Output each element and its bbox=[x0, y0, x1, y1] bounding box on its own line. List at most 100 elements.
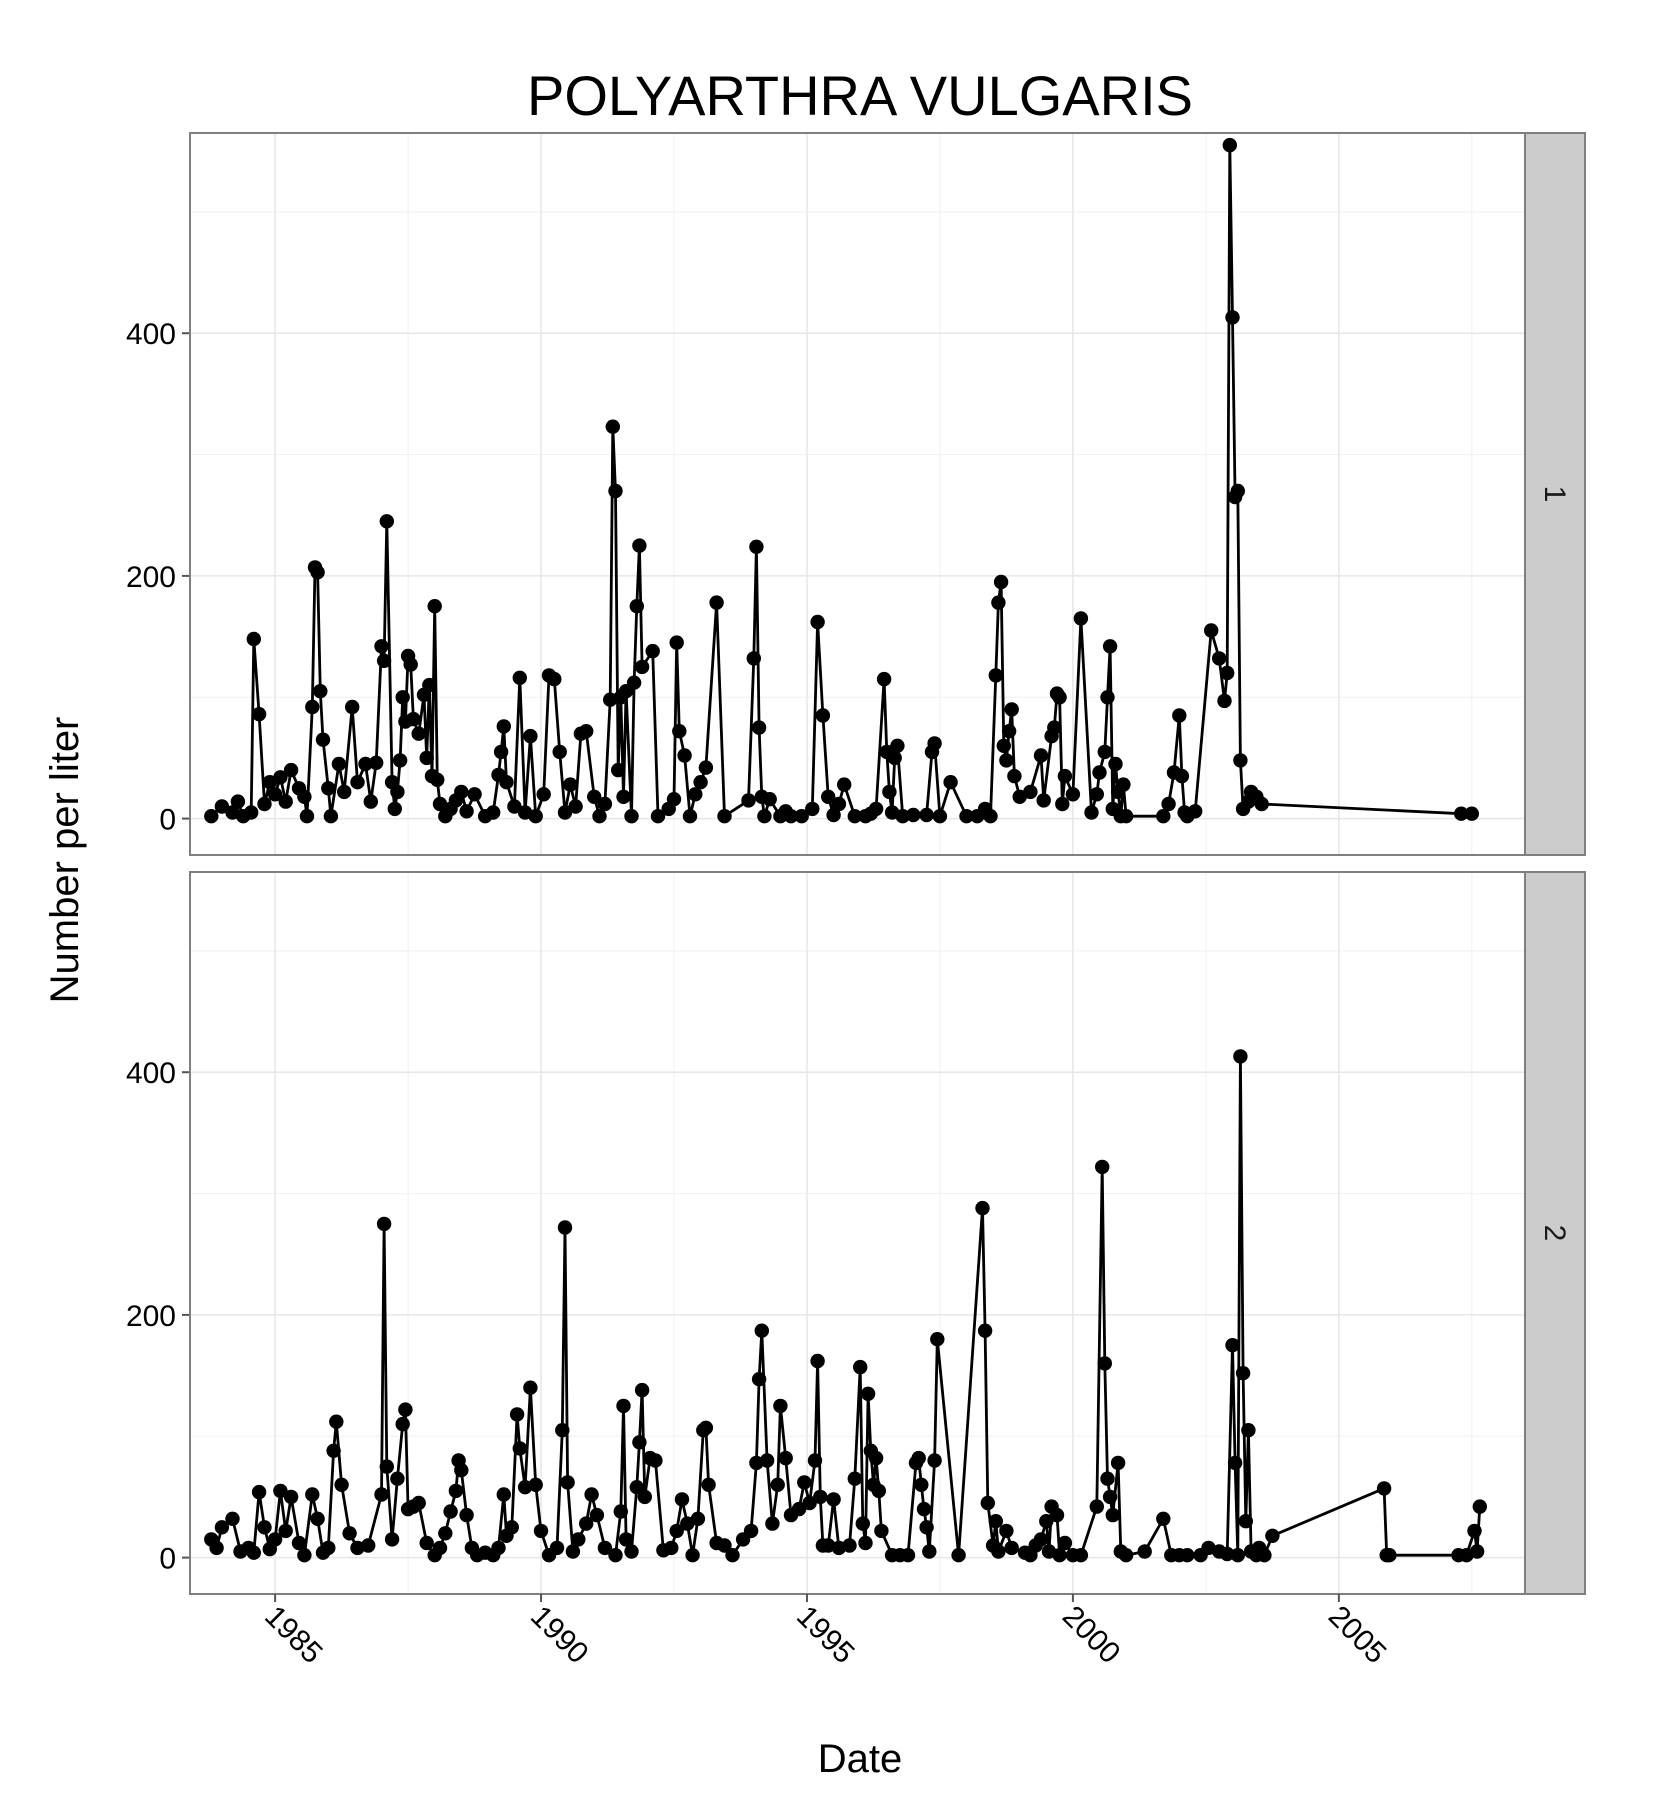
data-point bbox=[645, 643, 660, 659]
data-point bbox=[773, 1398, 788, 1414]
data-point bbox=[975, 1200, 990, 1216]
data-point bbox=[688, 787, 703, 802]
data-point bbox=[283, 762, 299, 778]
data-point bbox=[959, 809, 974, 824]
data-point bbox=[528, 809, 543, 824]
data-point bbox=[430, 772, 445, 787]
data-point bbox=[757, 809, 772, 824]
data-point bbox=[634, 1382, 650, 1398]
data-point bbox=[717, 809, 732, 824]
data-point bbox=[565, 1544, 581, 1559]
data-point bbox=[1220, 1546, 1235, 1562]
data-point bbox=[584, 1487, 599, 1502]
data-point bbox=[323, 809, 339, 824]
data-point bbox=[860, 1386, 876, 1402]
data-point bbox=[919, 807, 934, 823]
y-axis-title: Number per liter bbox=[43, 717, 87, 1004]
data-point bbox=[709, 595, 724, 610]
data-point bbox=[579, 724, 594, 739]
data-point bbox=[523, 1380, 538, 1395]
data-point bbox=[315, 732, 331, 747]
data-point bbox=[927, 1453, 942, 1468]
data-point bbox=[698, 760, 714, 775]
data-point bbox=[1097, 1356, 1113, 1371]
data-point bbox=[350, 1540, 365, 1556]
data-point bbox=[512, 670, 527, 685]
data-point bbox=[329, 1414, 344, 1429]
data-point bbox=[299, 809, 315, 824]
data-point bbox=[552, 744, 567, 760]
data-point bbox=[648, 1453, 663, 1468]
data-point bbox=[613, 1504, 628, 1519]
data-point bbox=[988, 668, 1003, 683]
data-point bbox=[922, 1544, 937, 1559]
panel-background bbox=[190, 872, 1525, 1594]
data-point bbox=[395, 690, 410, 705]
data-point bbox=[1204, 623, 1219, 638]
data-point bbox=[496, 1487, 511, 1502]
data-point bbox=[350, 775, 365, 790]
data-point bbox=[361, 1538, 376, 1553]
facet-strip-label: 2 bbox=[1538, 1225, 1571, 1242]
data-point bbox=[882, 784, 897, 800]
y-tick-label: 200 bbox=[126, 561, 176, 594]
data-point bbox=[930, 1332, 945, 1347]
data-point bbox=[1469, 1544, 1485, 1559]
data-point bbox=[1217, 693, 1232, 709]
data-point bbox=[528, 1477, 543, 1493]
data-point bbox=[374, 639, 389, 654]
facet-strip bbox=[1524, 871, 1586, 1595]
data-point bbox=[363, 794, 378, 809]
data-point bbox=[1137, 1544, 1152, 1559]
data-point bbox=[1057, 1535, 1073, 1551]
data-point bbox=[980, 1495, 995, 1511]
data-point bbox=[618, 1532, 634, 1547]
data-point bbox=[419, 1535, 434, 1551]
data-point bbox=[1116, 777, 1131, 792]
data-point bbox=[821, 1538, 836, 1553]
data-point bbox=[1105, 1507, 1121, 1523]
data-point bbox=[682, 809, 698, 824]
data-point bbox=[376, 653, 392, 668]
data-point bbox=[1012, 789, 1027, 804]
data-point bbox=[549, 1540, 565, 1556]
data-point bbox=[762, 792, 777, 807]
data-point bbox=[1212, 651, 1227, 666]
facet-panel-1: 0 200 400 1 bbox=[126, 132, 1586, 856]
data-point bbox=[1007, 768, 1022, 784]
data-point bbox=[230, 794, 246, 809]
data-point bbox=[589, 1507, 605, 1523]
data-point bbox=[597, 796, 613, 812]
data-point bbox=[297, 789, 312, 804]
data-point bbox=[698, 1420, 714, 1436]
data-point bbox=[821, 789, 836, 804]
data-point bbox=[390, 784, 405, 800]
data-point bbox=[1073, 1548, 1089, 1563]
data-point bbox=[666, 792, 682, 807]
data-point bbox=[209, 1540, 224, 1556]
data-point bbox=[741, 793, 756, 808]
data-point bbox=[1464, 806, 1480, 821]
data-point bbox=[1227, 1455, 1243, 1471]
data-point bbox=[858, 1535, 873, 1551]
data-point bbox=[906, 807, 921, 823]
data-point bbox=[919, 1520, 934, 1535]
data-point bbox=[797, 1475, 812, 1490]
data-point bbox=[1089, 1499, 1105, 1514]
data-point bbox=[1161, 796, 1176, 812]
data-point bbox=[459, 1507, 474, 1523]
data-point bbox=[379, 514, 394, 529]
data-point bbox=[523, 728, 538, 744]
data-point bbox=[1092, 765, 1107, 780]
data-point bbox=[672, 724, 687, 739]
data-point bbox=[422, 677, 437, 693]
data-point bbox=[927, 736, 942, 751]
data-point bbox=[493, 744, 509, 760]
data-point bbox=[1065, 787, 1081, 802]
data-point bbox=[512, 1441, 527, 1456]
data-point bbox=[991, 595, 1006, 610]
data-point bbox=[717, 1538, 732, 1553]
data-point bbox=[571, 1532, 586, 1547]
data-point bbox=[214, 799, 230, 814]
